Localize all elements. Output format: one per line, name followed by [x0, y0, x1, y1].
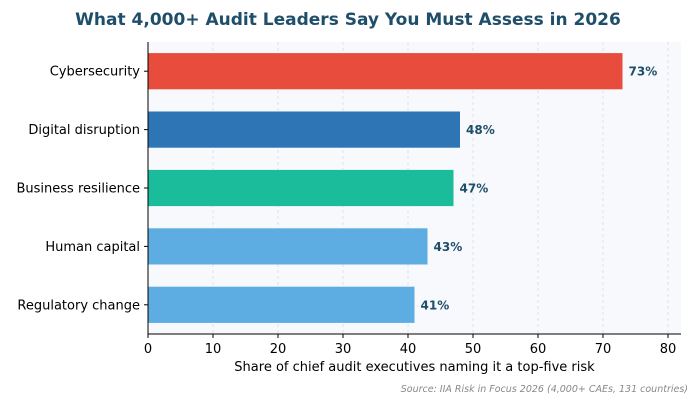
x-tick-label: 80: [660, 342, 677, 357]
x-tick-label: 30: [335, 342, 352, 357]
category-label: Cybersecurity: [50, 65, 141, 80]
bar: [148, 111, 460, 148]
x-axis-label: Share of chief audit executives naming i…: [234, 360, 595, 375]
x-tick-label: 60: [530, 342, 547, 357]
bar-value-label: 41%: [421, 298, 450, 312]
bar-value-label: 43%: [434, 240, 463, 254]
bar-value-label: 48%: [466, 123, 495, 137]
x-tick-label: 0: [144, 342, 152, 357]
category-label: Business resilience: [16, 182, 140, 197]
x-tick-labels: 0 10 20 30 40 50 60 70 80: [144, 334, 676, 357]
bar: [148, 228, 428, 265]
x-tick-label: 50: [465, 342, 482, 357]
source-note: Source: IIA Risk in Focus 2026 (4,000+ C…: [400, 384, 688, 395]
x-tick-label: 20: [270, 342, 287, 357]
x-tick-label: 10: [205, 342, 222, 357]
bar-value-label: 73%: [629, 65, 658, 79]
x-tick-label: 70: [595, 342, 612, 357]
chart-title: What 4,000+ Audit Leaders Say You Must A…: [75, 10, 621, 30]
category-label: Human capital: [45, 240, 140, 255]
bars: 73% 48% 47% 43% 41%: [148, 53, 657, 323]
bar: [148, 286, 415, 323]
x-tick-label: 40: [400, 342, 417, 357]
category-label: Regulatory change: [17, 298, 140, 313]
y-tick-labels: Cybersecurity Digital disruption Business …: [16, 65, 148, 313]
category-label: Digital disruption: [28, 123, 140, 138]
bar: [148, 53, 623, 90]
bar: [148, 169, 454, 207]
bar-value-label: 47%: [460, 182, 489, 196]
